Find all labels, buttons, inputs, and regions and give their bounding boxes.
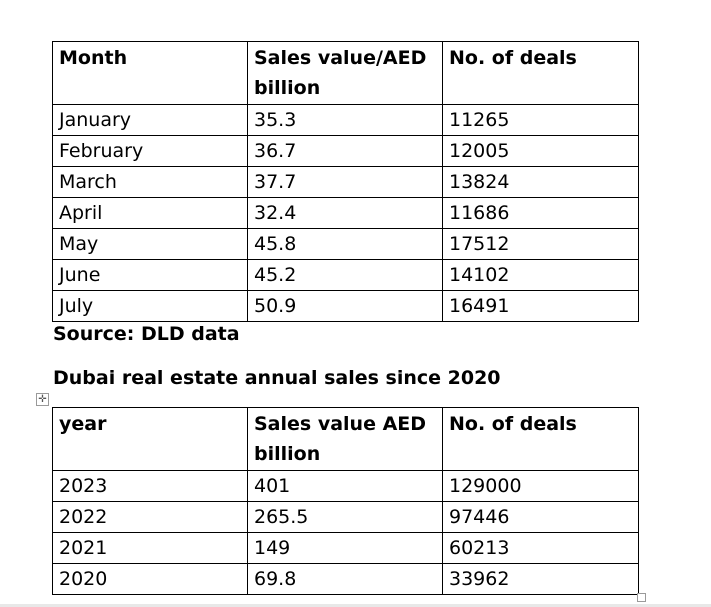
monthly-sales-table: Month Sales value/AED billion No. of dea… <box>52 41 639 322</box>
table-row: May 45.8 17512 <box>52 228 639 260</box>
cell-deals: 11686 <box>442 197 639 229</box>
cell-deals: 12005 <box>442 135 639 167</box>
cell-deals: 33962 <box>442 563 639 595</box>
cell-sales-value: 401 <box>247 470 443 502</box>
cell-deals: 16491 <box>442 290 639 322</box>
cell-sales-value: 36.7 <box>247 135 443 167</box>
resize-square-icon[interactable] <box>637 593 646 602</box>
cell-sales-value: 149 <box>247 532 443 564</box>
cell-month: February <box>52 135 248 167</box>
cell-sales-value: 35.3 <box>247 104 443 136</box>
header-no-of-deals: No. of deals <box>442 41 639 105</box>
table-row: March 37.7 13824 <box>52 166 639 198</box>
cell-month: January <box>52 104 248 136</box>
cell-year: 2020 <box>52 563 248 595</box>
move-arrows-icon[interactable]: ✛ <box>36 393 49 406</box>
table-row: June 45.2 14102 <box>52 259 639 291</box>
cell-month: July <box>52 290 248 322</box>
table-row: July 50.9 16491 <box>52 290 639 322</box>
cell-deals: 11265 <box>442 104 639 136</box>
cell-sales-value: 45.2 <box>247 259 443 291</box>
header-sales-value: Sales value/AED billion <box>247 41 443 105</box>
cell-sales-value: 37.7 <box>247 166 443 198</box>
header-no-of-deals: No. of deals <box>442 407 639 471</box>
table-row: February 36.7 12005 <box>52 135 639 167</box>
cell-sales-value: 265.5 <box>247 501 443 533</box>
cell-month: May <box>52 228 248 260</box>
cell-month: March <box>52 166 248 198</box>
cell-deals: 17512 <box>442 228 639 260</box>
source-note: Source: DLD data <box>53 323 240 345</box>
header-year: year <box>52 407 248 471</box>
table-row: April 32.4 11686 <box>52 197 639 229</box>
table-row: 2021 149 60213 <box>52 532 639 564</box>
header-month: Month <box>52 41 248 105</box>
cell-sales-value: 32.4 <box>247 197 443 229</box>
page-edge <box>0 604 711 607</box>
cell-deals: 129000 <box>442 470 639 502</box>
table-row: 2023 401 129000 <box>52 470 639 502</box>
table-row: January 35.3 11265 <box>52 104 639 136</box>
cell-sales-value: 69.8 <box>247 563 443 595</box>
cell-year: 2023 <box>52 470 248 502</box>
cell-month: June <box>52 259 248 291</box>
cell-sales-value: 50.9 <box>247 290 443 322</box>
annual-sales-title: Dubai real estate annual sales since 202… <box>53 367 501 389</box>
header-sales-value: Sales value AED billion <box>247 407 443 471</box>
table-row: 2022 265.5 97446 <box>52 501 639 533</box>
table-header-row: year Sales value AED billion No. of deal… <box>52 407 639 471</box>
cell-year: 2021 <box>52 532 248 564</box>
cell-deals: 60213 <box>442 532 639 564</box>
cell-deals: 13824 <box>442 166 639 198</box>
cell-year: 2022 <box>52 501 248 533</box>
cell-sales-value: 45.8 <box>247 228 443 260</box>
cell-deals: 97446 <box>442 501 639 533</box>
table-header-row: Month Sales value/AED billion No. of dea… <box>52 41 639 105</box>
annual-sales-table: year Sales value AED billion No. of deal… <box>52 407 639 595</box>
cell-month: April <box>52 197 248 229</box>
cell-deals: 14102 <box>442 259 639 291</box>
table-row: 2020 69.8 33962 <box>52 563 639 595</box>
